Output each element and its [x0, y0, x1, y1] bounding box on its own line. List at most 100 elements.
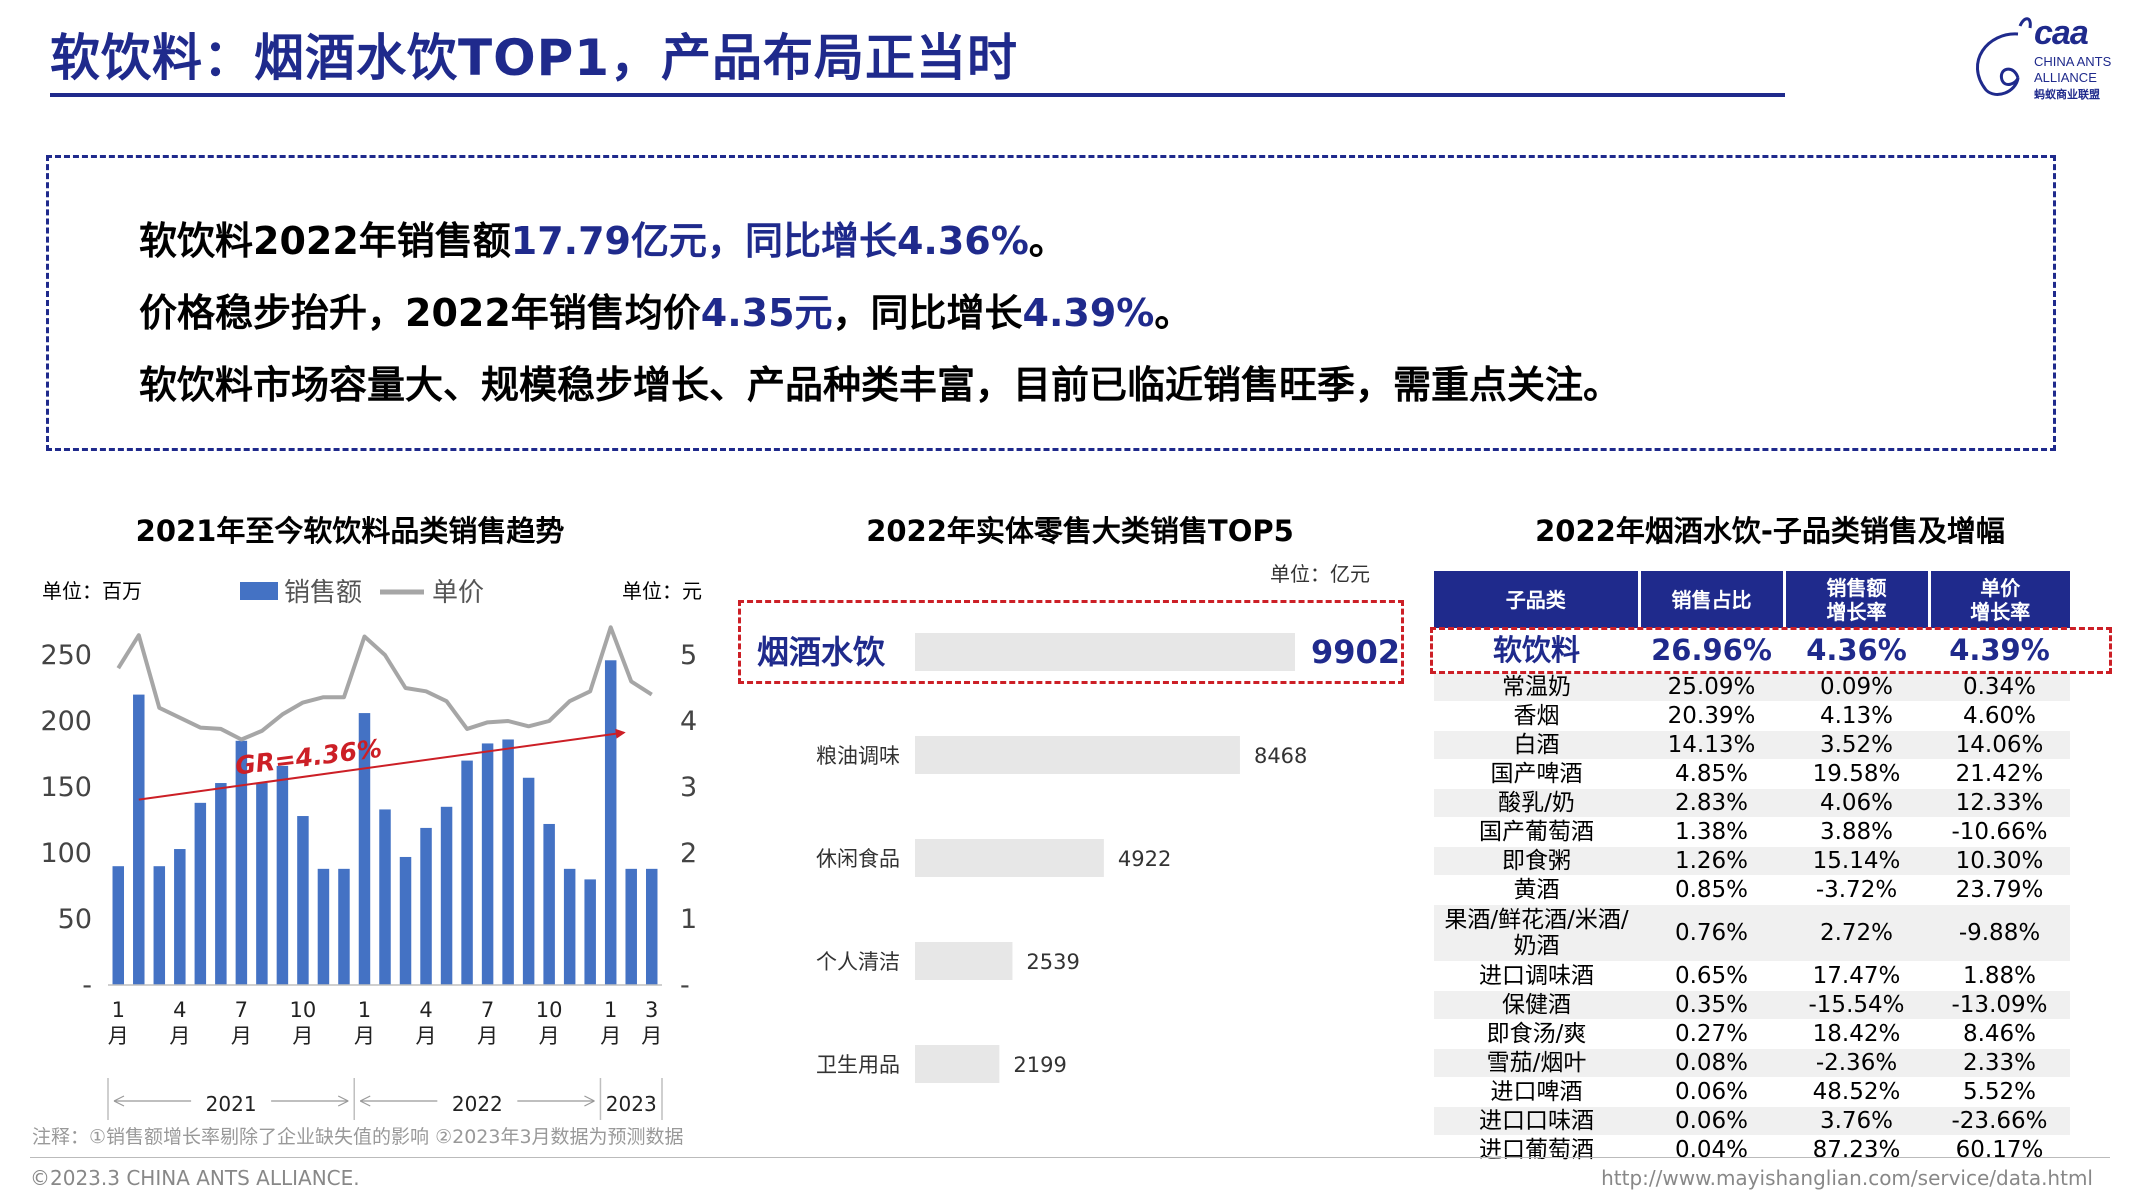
left-tick-label: 200: [40, 706, 92, 737]
table-cell: 2.72%: [1784, 904, 1929, 962]
table-cell: 4.60%: [1929, 701, 2070, 731]
table-cell: 4.36%: [1784, 628, 1929, 673]
table-cell: 10.30%: [1929, 846, 2070, 876]
top5-category-label: 烟酒水饮: [757, 633, 886, 671]
left-tick-label: 250: [40, 640, 92, 671]
table-row: 即食汤/爽 0.27% 18.42% 8.46%: [1434, 1019, 2070, 1049]
sales-bar: [420, 827, 432, 985]
sales-bar: [338, 868, 350, 985]
table-cell: -9.88%: [1929, 904, 2070, 962]
summary-2-price: 4.35元: [700, 291, 833, 335]
month-tick-label: 3: [645, 998, 658, 1022]
ants-logo-icon: [1975, 17, 2032, 96]
sales-bar: [645, 868, 658, 985]
table-cell: 21.42%: [1929, 759, 2070, 789]
month-suffix-label: 月: [600, 1024, 621, 1048]
table-cell: -23.66%: [1929, 1106, 2070, 1136]
top5-unit-label: 单位：亿元: [1270, 562, 1370, 586]
logo-mark: caa: [2034, 14, 2089, 52]
sales-bar: [297, 816, 309, 985]
top5-value-label: 9902: [1311, 633, 1400, 671]
table-cell: 0.04%: [1639, 1135, 1784, 1165]
year-range-arrowhead: [584, 1095, 595, 1107]
month-suffix-label: 月: [292, 1024, 313, 1048]
sales-bar: [563, 868, 576, 985]
table-cell: 60.17%: [1929, 1135, 2070, 1165]
table-cell: 23.79%: [1929, 875, 2070, 905]
sales-bar: [215, 783, 227, 985]
sales-bar: [133, 694, 145, 985]
sales-bar: [112, 866, 125, 985]
table-cell: -15.54%: [1784, 990, 1929, 1020]
table-cell: 酸乳/奶: [1434, 788, 1639, 818]
table-cell: -10.66%: [1929, 817, 2070, 847]
left-tick-label: -: [82, 970, 92, 1001]
month-tick-label: 7: [235, 998, 248, 1022]
sales-bar: [276, 765, 289, 985]
table-header-cell: 子品类: [1434, 571, 1641, 628]
table-cell: 19.58%: [1784, 759, 1929, 789]
year-range-arrowhead: [359, 1095, 371, 1107]
month-tick-label: 4: [419, 998, 432, 1022]
year-range-arrowhead: [113, 1095, 125, 1107]
top5-category-label: 休闲食品: [816, 847, 900, 871]
table-cell: 进口调味酒: [1434, 961, 1639, 991]
table-cell: 0.85%: [1639, 875, 1784, 905]
right-tick-label: 4: [680, 706, 697, 737]
top5-bar: [915, 942, 1013, 980]
top5-bar: [915, 1045, 1000, 1083]
table-cell: 保健酒: [1434, 990, 1639, 1020]
summary-1-pre: 软饮料2022年销售额: [139, 219, 511, 263]
table-row: 黄酒 0.85% -3.72% 23.79%: [1434, 875, 2070, 905]
left-tick-label: 150: [40, 772, 92, 803]
sales-bar: [522, 777, 535, 985]
summary-line-3: 软饮料市场容量大、规模稳步增长、产品种类丰富，目前已临近销售旺季，需重点关注。: [139, 363, 1622, 407]
summary-box: 软饮料2022年销售额17.79亿元，同比增长4.36%。 价格稳步抬升，202…: [46, 155, 2056, 451]
table-cell: 15.14%: [1784, 846, 1929, 876]
top5-category-label: 粮油调味: [816, 744, 900, 768]
sales-bar: [461, 760, 473, 985]
table-cell: 0.06%: [1639, 1106, 1784, 1136]
sales-bar: [317, 868, 330, 985]
top5-value-label: 8468: [1254, 744, 1307, 768]
left-unit-label: 单位：百万: [42, 579, 142, 603]
sales-bar: [235, 740, 248, 985]
top5-bar: [915, 839, 1104, 877]
page-title: 软饮料：烟酒水饮TOP1，产品布局正当时: [50, 29, 1019, 87]
table-cell: 0.76%: [1639, 904, 1784, 962]
table-cell: 4.13%: [1784, 701, 1929, 731]
table-cell: 3.88%: [1784, 817, 1929, 847]
table-row: 雪茄/烟叶 0.08% -2.36% 2.33%: [1434, 1048, 2070, 1078]
table-cell: 4.39%: [1929, 628, 2070, 673]
table-row: 保健酒 0.35% -15.54% -13.09%: [1434, 990, 2070, 1020]
top5-category-label: 个人清洁: [816, 950, 900, 974]
table-cell: 0.08%: [1639, 1048, 1784, 1078]
year-range-arrowhead: [337, 1095, 349, 1107]
sales-bar: [604, 660, 617, 985]
top5-chart-title: 2022年实体零售大类销售TOP5: [866, 514, 1294, 548]
table-cell: 黄酒: [1434, 875, 1639, 905]
table-row: 白酒 14.13% 3.52% 14.06%: [1434, 730, 2070, 760]
table-cell: 香烟: [1434, 701, 1639, 731]
table-cell: 国产啤酒: [1434, 759, 1639, 789]
sales-bar: [153, 866, 166, 985]
sales-bar: [481, 743, 494, 985]
table-cell: 进口口味酒: [1434, 1106, 1639, 1136]
summary-line-1: 软饮料2022年销售额17.79亿元，同比增长4.36%。: [139, 210, 1067, 265]
table-cell: 雪茄/烟叶: [1434, 1048, 1639, 1078]
table-cell: 12.33%: [1929, 788, 2070, 818]
table-row: 即食粥 1.26% 15.14% 10.30%: [1434, 846, 2070, 876]
table-cell: 3.76%: [1784, 1106, 1929, 1136]
table-cell: 即食粥: [1434, 846, 1639, 876]
top5-bar: [915, 633, 1295, 671]
table-cell: 14.13%: [1639, 730, 1784, 760]
table-cell: 软饮料: [1434, 628, 1639, 673]
sales-bar: [440, 806, 453, 985]
summary-2-growth: 4.39%: [1022, 291, 1155, 335]
source-url: http://www.mayishanglian.com/service/dat…: [1601, 1166, 2093, 1190]
subcategory-table: 子品类 销售占比 销售额 增长率 单价 增长率 软饮料 26.96% 4.36% 4.39% 常温…: [1434, 571, 2070, 1165]
month-suffix-label: 月: [231, 1024, 252, 1048]
copyright: ©2023.3 CHINA ANTS ALLIANCE.: [30, 1166, 360, 1190]
table-row: 进口调味酒 0.65% 17.47% 1.88%: [1434, 961, 2070, 991]
